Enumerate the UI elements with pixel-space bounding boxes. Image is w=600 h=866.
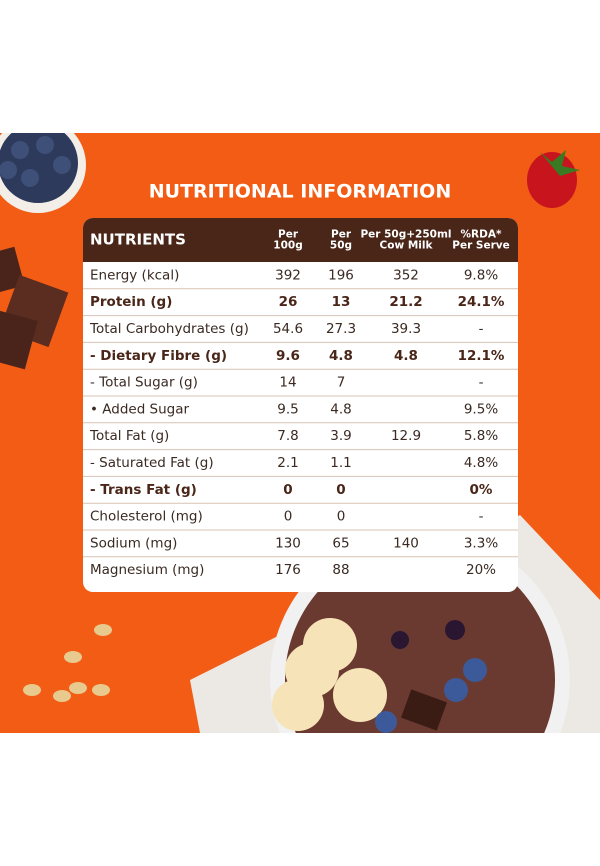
header-cell: NUTRIENTS: [90, 231, 186, 249]
table-cell: 0: [336, 482, 345, 498]
title: NUTRITIONAL INFORMATION: [149, 181, 451, 203]
table-cell: 24.1%: [458, 294, 505, 310]
header-cell: 100g: [273, 240, 302, 252]
table-cell: 39.3: [391, 321, 421, 337]
table-cell: 3.3%: [464, 535, 498, 551]
table-cell: 0: [283, 482, 292, 498]
table-cell: 0: [337, 509, 346, 525]
table-cell: 14: [279, 375, 296, 391]
blueberry-bowl: [0, 117, 86, 213]
table-panel: [83, 218, 518, 592]
header-cell: Cow Milk: [380, 240, 434, 252]
table-cell: Cholesterol (mg): [90, 509, 203, 525]
table-cell: 9.5: [277, 401, 298, 417]
chocolate: [0, 246, 69, 370]
table-cell: 196: [328, 267, 354, 283]
table-cell: 1.1: [330, 455, 351, 471]
table-cell: -: [479, 375, 484, 391]
table-cell: - Saturated Fat (g): [90, 455, 214, 471]
header-cell: Per Serve: [452, 240, 509, 252]
oats: [23, 624, 112, 702]
table-cell: Total Fat (g): [89, 428, 169, 444]
header-cell: Per: [278, 229, 299, 241]
table-cell: • Added Sugar: [90, 401, 190, 417]
table-cell: 130: [275, 535, 301, 551]
table-cell: 88: [332, 562, 349, 578]
header-cell: %RDA*: [461, 229, 502, 241]
table-cell: Energy (kcal): [90, 267, 179, 283]
table-cell: 21.2: [389, 294, 422, 310]
table-header: [83, 218, 518, 262]
table-cell: 4.8: [330, 401, 351, 417]
table-cell: 13: [332, 294, 351, 310]
table-cell: 4.8: [394, 348, 418, 364]
table-cell: 54.6: [273, 321, 303, 337]
table-cell: Sodium (mg): [90, 535, 177, 551]
table-cell: 352: [393, 267, 419, 283]
table-cell: 4.8: [329, 348, 353, 364]
table-cell: - Total Sugar (g): [90, 375, 198, 391]
top-white: [0, 100, 600, 133]
table-cell: 12.9: [391, 428, 421, 444]
table-cell: 7.8: [277, 428, 298, 444]
table-cell: - Dietary Fibre (g): [90, 348, 227, 364]
table-cell: Magnesium (mg): [90, 562, 204, 578]
table-cell: Total Carbohydrates (g): [89, 321, 249, 337]
table-cell: 12.1%: [458, 348, 505, 364]
strawberry: [527, 150, 580, 208]
table-cell: 9.6: [276, 348, 300, 364]
table-cell: 20%: [466, 562, 496, 578]
table-cell: 65: [332, 535, 349, 551]
table-cell: 392: [275, 267, 301, 283]
table-cell: 2.1: [277, 455, 298, 471]
table-cell: Protein (g): [90, 294, 172, 310]
table-cell: 9.5%: [464, 401, 498, 417]
table-cell: 176: [275, 562, 301, 578]
table-cell: -: [479, 321, 484, 337]
table-cell: 4.8%: [464, 455, 498, 471]
table-cell: -: [479, 509, 484, 525]
table-cell: 0%: [470, 482, 493, 498]
header-cell: 50g: [330, 240, 352, 252]
bottom-white: [0, 733, 600, 866]
table-cell: - Trans Fat (g): [90, 482, 197, 498]
table-cell: 26: [279, 294, 298, 310]
table-cell: 140: [393, 535, 419, 551]
header-cell: Per 50g+250ml: [360, 229, 451, 241]
table-cell: 7: [337, 375, 346, 391]
header-cell: Per: [331, 229, 352, 241]
table-cell: 3.9: [330, 428, 351, 444]
table-cell: 5.8%: [464, 428, 498, 444]
table-cell: 27.3: [326, 321, 356, 337]
table-cell: 0: [284, 509, 293, 525]
table-cell: 9.8%: [464, 267, 498, 283]
